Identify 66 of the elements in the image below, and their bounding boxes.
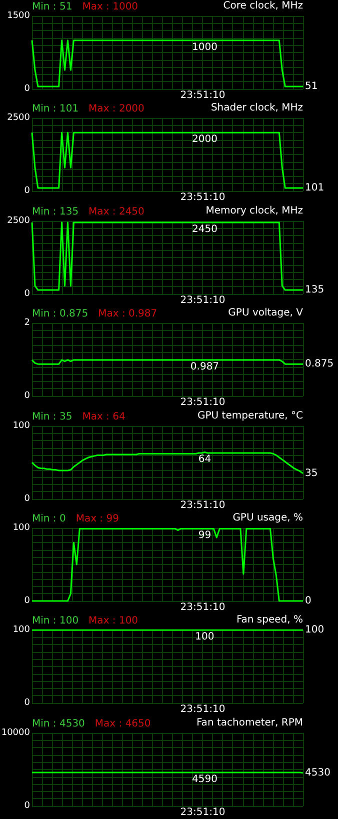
y-tick-label: 0 (24, 494, 30, 504)
text: Min : 0 (32, 513, 66, 524)
data-label: 99 (198, 530, 212, 542)
y-tick-label: 0 (24, 186, 30, 196)
data-label: 4530 (305, 767, 330, 778)
data-label: 35 (305, 467, 318, 478)
y-tick-label: 2500 (7, 113, 30, 124)
chart-title: Fan tachometer, RPM (196, 717, 304, 728)
data-label: 0.875 (305, 358, 334, 370)
y-tick-label: 1500 (7, 11, 30, 21)
y-tick-label: 2500 (7, 216, 30, 226)
text: Max : 2000 (88, 104, 144, 115)
y-tick-label: 100 (12, 420, 30, 430)
data-label: 51 (305, 81, 318, 92)
text: 23:51:10 (180, 704, 226, 716)
data-label: 0.987 (190, 362, 220, 373)
y-tick-label: 0 (24, 391, 30, 402)
line-series (31, 528, 304, 602)
y-tick-label: 0 (24, 800, 30, 811)
text: 23:51:10 (180, 294, 226, 306)
data-label: 0 (305, 595, 312, 606)
chart-title: Fan speed, % (236, 614, 304, 626)
text: 23:51:10 (180, 192, 226, 204)
chart-title: GPU temperature, °C (198, 410, 304, 421)
text: Min : 4530 (32, 718, 85, 730)
text: 23:51:10 (180, 499, 226, 510)
data-label: 135 (305, 284, 324, 296)
text: Max : 2450 (88, 206, 144, 218)
text: 23:51:10 (180, 90, 226, 101)
y-tick-label: 10000 (1, 728, 30, 738)
text: Max : 4650 (94, 718, 151, 730)
data-label: 1000 (192, 42, 218, 53)
chart-title: GPU voltage, V (228, 308, 304, 319)
text: Max : 64 (82, 411, 126, 422)
text: Max : 99 (76, 513, 119, 524)
text: Min : 0.875 (32, 308, 88, 320)
data-label: 100 (195, 632, 214, 643)
text: Max : 0.987 (98, 308, 158, 320)
data-label: 100 (305, 624, 324, 636)
data-label: 2450 (192, 224, 218, 235)
y-tick-label: 0 (24, 288, 30, 299)
y-tick-label: 0 (24, 698, 30, 708)
text: Min : 101 (32, 104, 79, 115)
text: Min : 51 (32, 2, 72, 12)
y-tick-label: 0 (24, 596, 30, 606)
text: 23:51:10 (180, 602, 226, 613)
line-series (31, 451, 304, 474)
data-label: 4590 (192, 774, 218, 785)
y-tick-label: 100 (12, 522, 30, 533)
chart-title: Core clock, MHz (223, 0, 304, 12)
chart-title: GPU usage, % (232, 512, 303, 524)
text: 23:51:10 (180, 806, 226, 818)
y-tick-label: 2 (24, 318, 30, 328)
text: Max : 100 (88, 616, 138, 627)
text: Min : 100 (32, 616, 79, 627)
chart-title: Shader clock, MHz (210, 102, 304, 114)
text: Min : 135 (32, 206, 79, 218)
text: 23:51:10 (180, 397, 226, 408)
text: Max : 1000 (82, 2, 138, 12)
text: Min : 35 (32, 411, 72, 422)
y-tick-label: 100 (12, 625, 30, 636)
data-label: 2000 (192, 134, 218, 146)
chart-title: Memory clock, MHz (206, 205, 304, 216)
y-tick-label: 0 (24, 84, 30, 94)
data-label: 64 (198, 453, 212, 464)
data-label: 101 (305, 182, 324, 194)
